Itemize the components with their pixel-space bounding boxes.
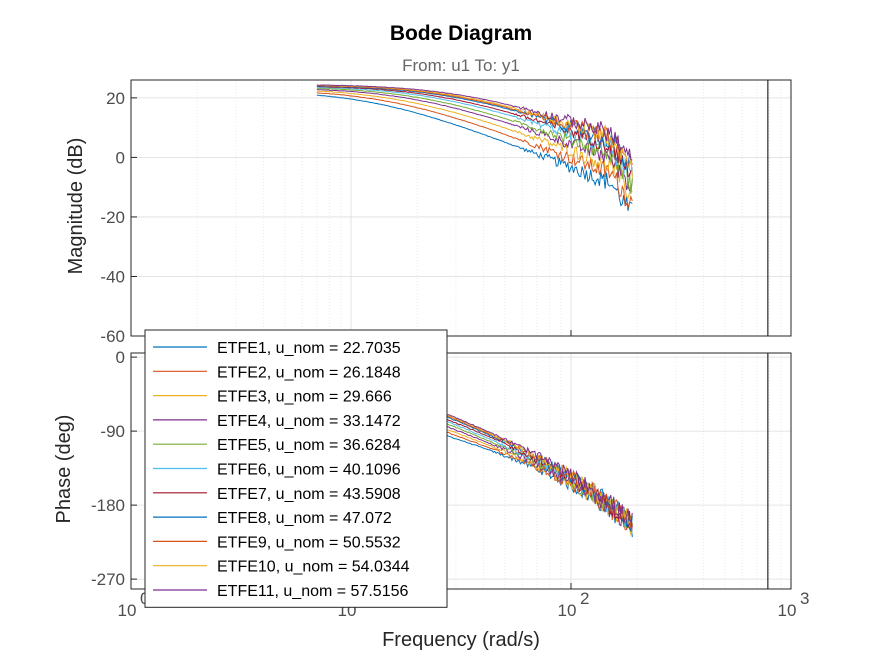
x-tick-labels: 100101102103 [118,589,810,620]
legend-entry-label: ETFE9, u_nom = 50.5532 [217,534,401,551]
phase-axes-border [130,352,792,590]
chart-subtitle: From: u1 To: y1 [402,56,520,75]
magnitude-line-etfe11 [316,84,633,161]
phase-axis-label: Phase (deg) [53,415,75,524]
magnitude-y-tick-label: 0 [116,148,125,167]
magnitude-series-group [316,84,633,211]
legend-entry-label: ETFE2, u_nom = 26.1848 [217,364,401,381]
legend-entry-label: ETFE5, u_nom = 36.6284 [217,437,401,454]
legend-entry-label: ETFE4, u_nom = 33.1472 [217,413,401,430]
legend-entry-label: ETFE8, u_nom = 47.072 [217,510,392,527]
magnitude-y-tick-label: 20 [106,89,125,108]
x-tick-label: 10 [778,601,797,620]
magnitude-axis-label: Magnitude (dB) [65,138,87,275]
legend-entry-label: ETFE10, u_nom = 54.0344 [217,559,410,576]
phase-y-tick-label: -270 [91,570,125,589]
magnitude-line-etfe2 [316,92,633,209]
magnitude-y-tick-label: -40 [100,267,125,286]
x-tick-label: 10 [558,601,577,620]
legend-entry-label: ETFE7, u_nom = 43.5908 [217,486,401,503]
magnitude-axes: 20 0 -20 -40 -60 [100,79,792,346]
x-axis-label: Frequency (rad/s) [382,629,540,651]
legend: ETFE1, u_nom = 22.7035 ETFE2, u_nom = 26.… [144,329,448,608]
legend-entry-label: ETFE3, u_nom = 29.666 [217,389,392,406]
x-tick-exponent: 3 [800,589,809,608]
legend-entry-label: ETFE1, u_nom = 22.7035 [217,340,401,357]
magnitude-line-etfe7 [316,85,633,178]
magnitude-line-etfe5 [316,87,633,194]
phase-y-tick-label: -90 [100,422,125,441]
magnitude-plot-area [131,80,791,336]
x-tick-label: 10 [118,601,137,620]
legend-entry-label: ETFE6, u_nom = 40.1096 [217,462,401,479]
x-tick-exponent: 2 [580,589,589,608]
magnitude-axes-border [130,79,792,337]
magnitude-line-etfe1 [316,94,633,211]
magnitude-y-tick-label: -60 [100,327,125,346]
chart-title: Bode Diagram [390,22,532,45]
phase-y-tick-label: 0 [116,348,125,367]
phase-y-tick-label: -180 [91,496,125,515]
magnitude-y-tick-label: -20 [100,208,125,227]
legend-entry-label: ETFE11, u_nom = 57.5156 [217,583,408,600]
magnitude-line-etfe3 [316,90,633,199]
